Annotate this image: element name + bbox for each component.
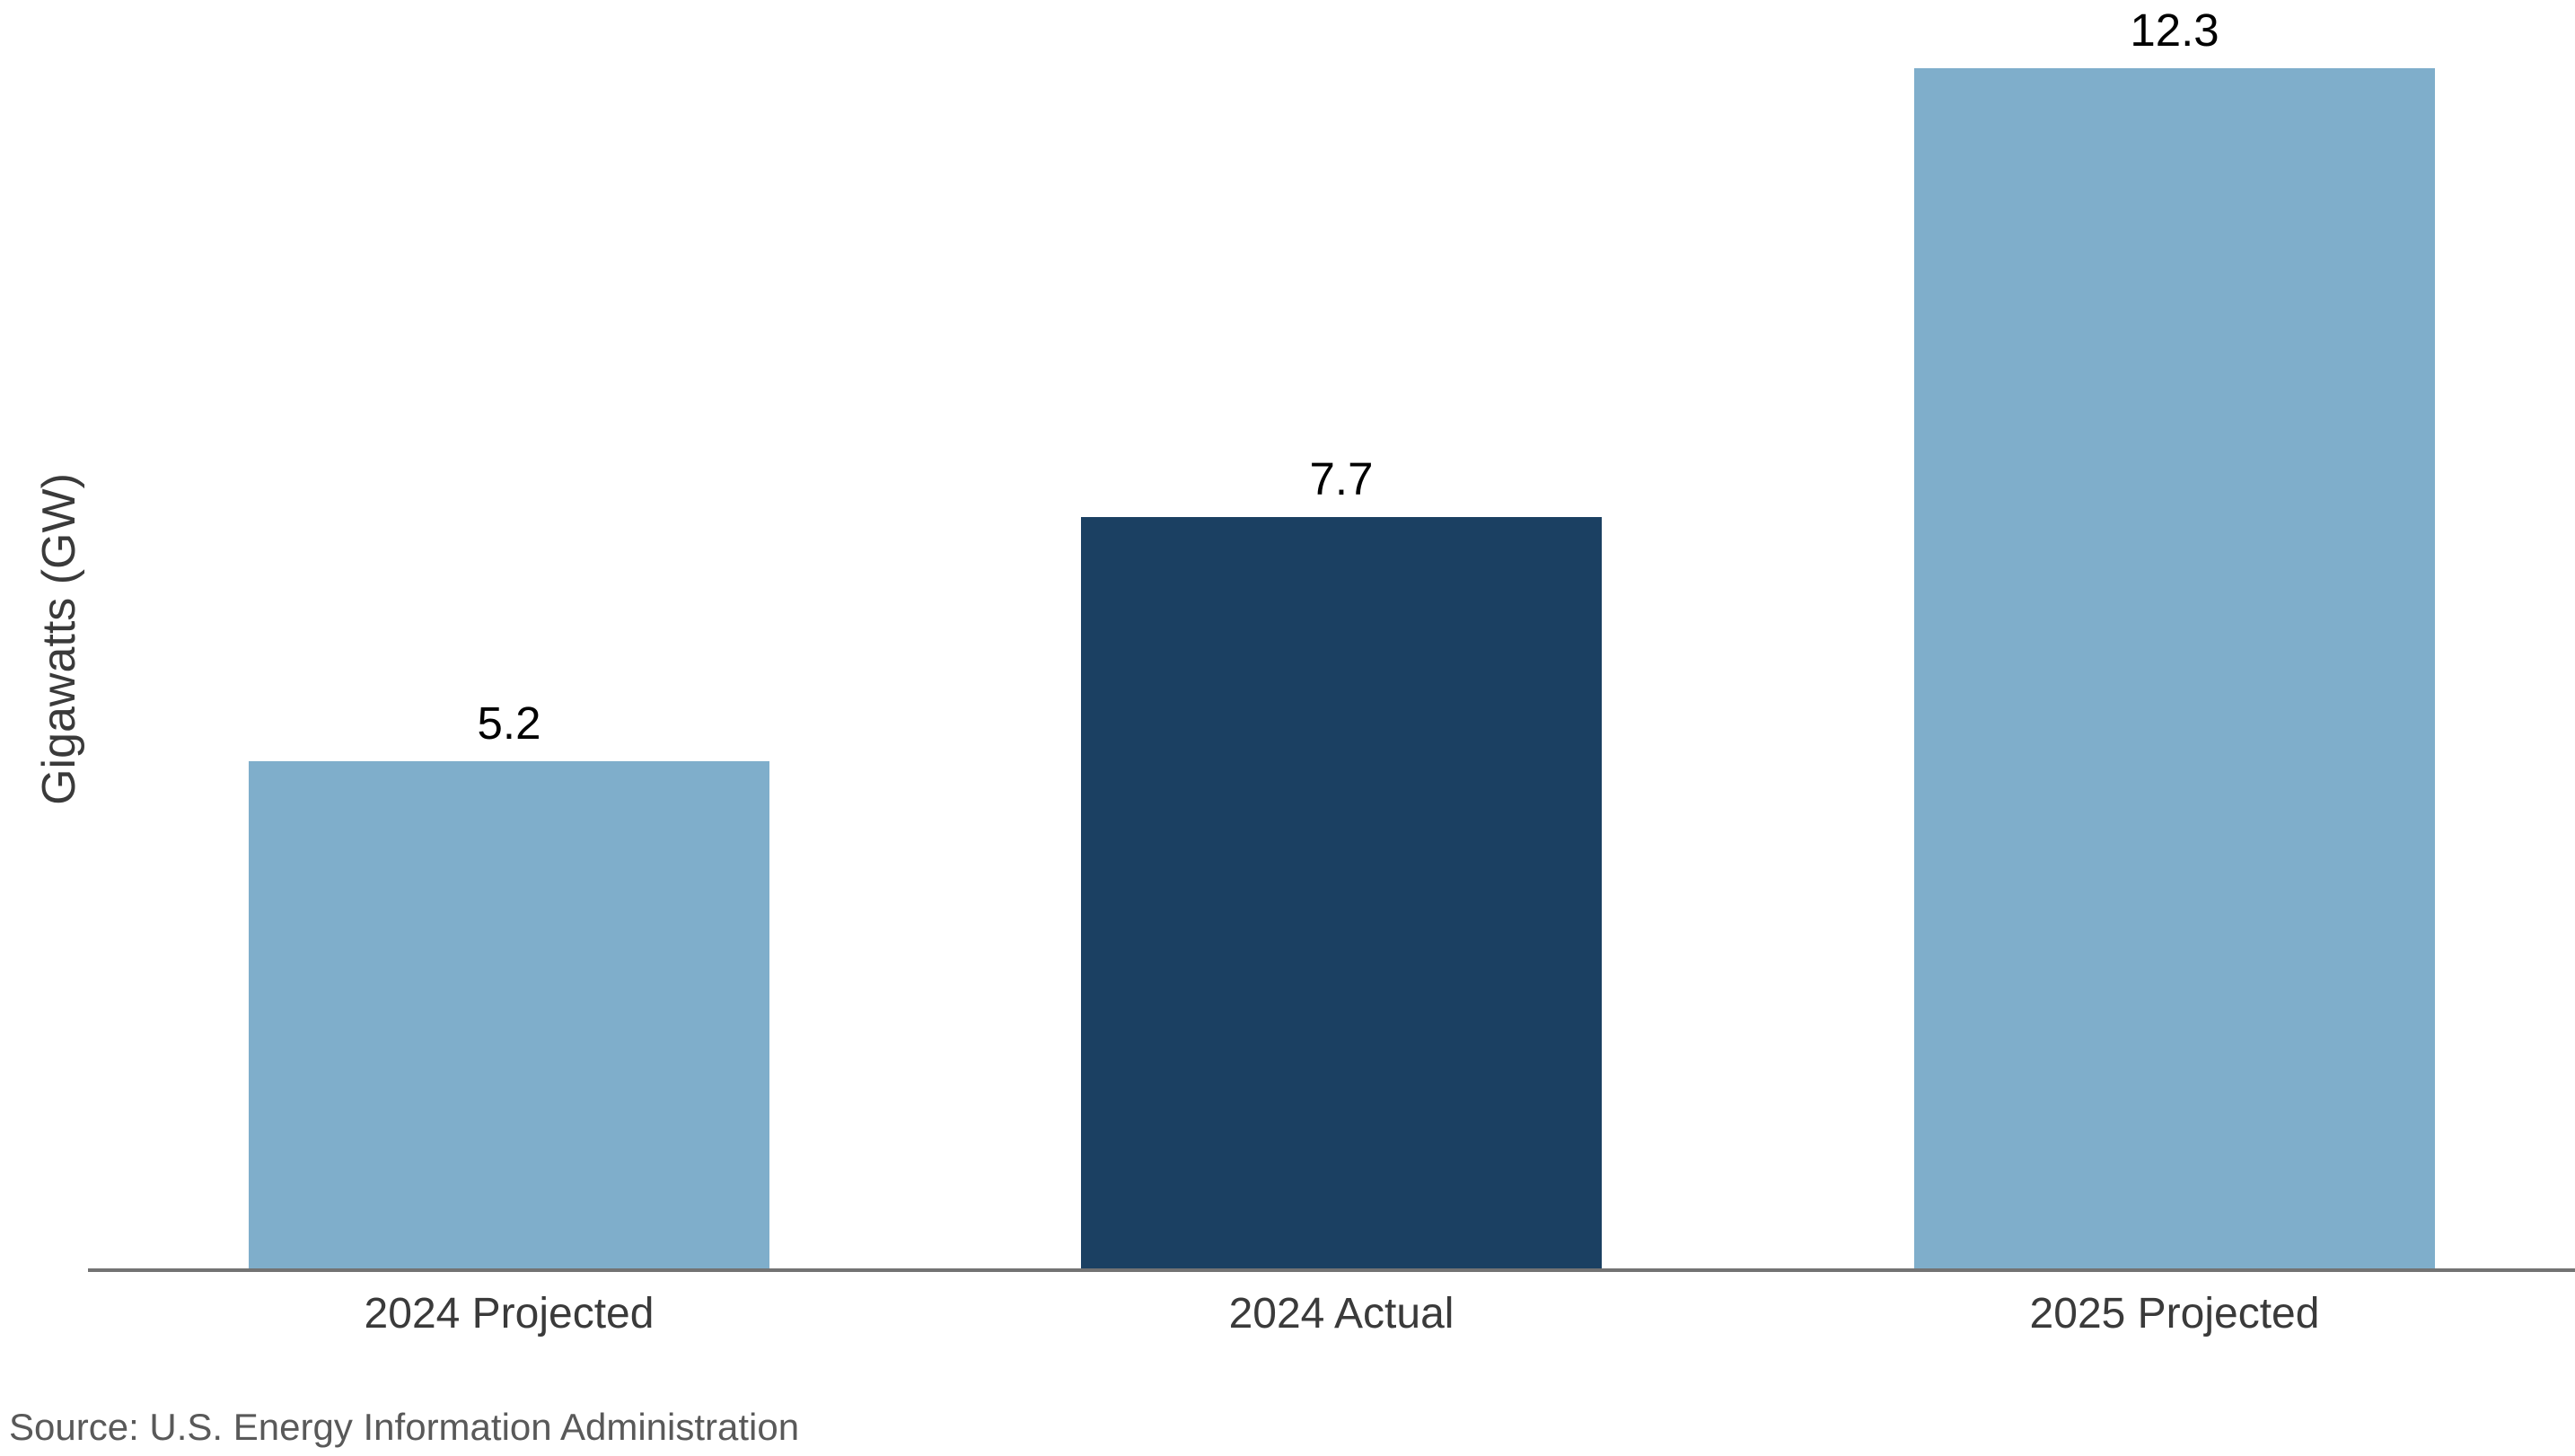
bar-value-label-2024-actual: 7.7 bbox=[1309, 453, 1374, 504]
x-axis-category-label-2025-projected: 2025 Projected bbox=[2029, 1290, 2320, 1338]
bar-2024-actual bbox=[1081, 517, 1602, 1268]
bar-value-label-2024-projected: 5.2 bbox=[477, 697, 541, 749]
x-axis-category-label-2024-projected: 2024 Projected bbox=[364, 1290, 655, 1338]
y-axis-title: Gigawatts (GW) bbox=[33, 473, 85, 805]
bar-2025-projected bbox=[1914, 68, 2435, 1268]
bar-value-label-2025-projected: 12.3 bbox=[2130, 4, 2219, 56]
x-axis-line bbox=[88, 1268, 2575, 1272]
bar-2024-projected bbox=[249, 761, 769, 1268]
x-axis-category-label-2024-actual: 2024 Actual bbox=[1228, 1290, 1454, 1338]
source-note: Source: U.S. Energy Information Administ… bbox=[9, 1406, 800, 1448]
